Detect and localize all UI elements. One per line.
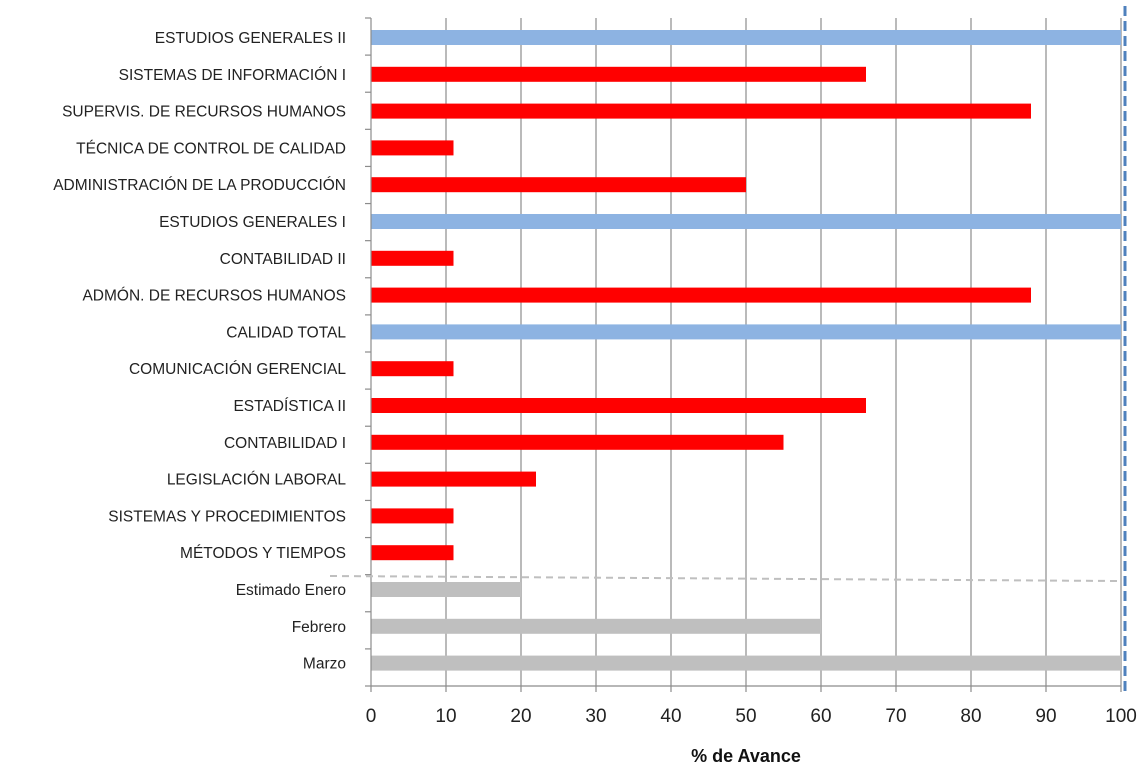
bar <box>371 398 866 413</box>
bar <box>371 177 746 193</box>
category-label: COMUNICACIÓN GERENCIAL <box>129 361 346 378</box>
x-tick-label: 10 <box>435 706 456 727</box>
category-label: Estimado Enero <box>236 582 346 599</box>
bar <box>371 434 784 450</box>
x-axis-title: % de Avance <box>691 746 801 766</box>
bar <box>371 214 1121 229</box>
x-tick-label: 100 <box>1105 706 1137 727</box>
gridlines <box>445 18 1122 686</box>
x-tick-label: 60 <box>810 706 831 727</box>
bar <box>371 250 454 266</box>
x-tick-label: 80 <box>960 706 981 727</box>
axes <box>329 6 1127 694</box>
category-label: CALIDAD TOTAL <box>226 324 346 341</box>
category-label: MÉTODOS Y TIEMPOS <box>180 545 346 562</box>
category-label: CONTABILIDAD II <box>220 251 346 268</box>
bar <box>371 508 454 524</box>
category-labels: ESTUDIOS GENERALES II SISTEMAS DE INFORMA… <box>53 30 346 673</box>
x-tick-label: 90 <box>1035 706 1056 727</box>
category-label: ADMINISTRACIÓN DE LA PRODUCCIÓN <box>53 177 346 194</box>
category-label: ADMÓN. DE RECURSOS HUMANOS <box>82 288 346 305</box>
bar <box>371 582 521 597</box>
bar <box>371 30 1121 45</box>
category-label: ESTADÍSTICA II <box>233 398 346 415</box>
category-label: Marzo <box>303 656 346 673</box>
category-label: ESTUDIOS GENERALES II <box>155 30 346 47</box>
estimate-separator-line <box>329 575 1119 582</box>
category-label: SISTEMAS Y PROCEDIMIENTOS <box>108 508 346 525</box>
category-label: SUPERVIS. DE RECURSOS HUMANOS <box>62 104 346 121</box>
bar <box>371 618 821 634</box>
x-tick-label: 70 <box>885 706 906 727</box>
x-tick-label: 50 <box>735 706 756 727</box>
bar <box>371 324 1121 340</box>
bar <box>371 655 1121 671</box>
x-tick-label: 40 <box>660 706 681 727</box>
x-tick-label: 30 <box>585 706 606 727</box>
x-tick-label: 20 <box>510 706 531 727</box>
bar <box>371 140 454 156</box>
bar <box>371 361 454 377</box>
category-label: LEGISLACIÓN LABORAL <box>167 472 347 489</box>
bars <box>371 30 1121 671</box>
bar <box>371 66 866 82</box>
bar <box>371 287 1031 303</box>
category-label: SISTEMAS DE INFORMACIÓN I <box>119 67 346 84</box>
bar <box>371 471 536 487</box>
category-label: CONTABILIDAD I <box>224 435 346 452</box>
bar <box>371 103 1031 119</box>
x-tick-labels: 0 10 20 30 40 50 60 70 80 90 100 <box>366 706 1137 727</box>
bar <box>371 545 454 561</box>
category-label: ESTUDIOS GENERALES I <box>159 214 346 231</box>
category-label: TÉCNICA DE CONTROL DE CALIDAD <box>76 140 346 157</box>
x-tick-label: 0 <box>366 706 377 727</box>
category-label: Febrero <box>292 619 346 636</box>
